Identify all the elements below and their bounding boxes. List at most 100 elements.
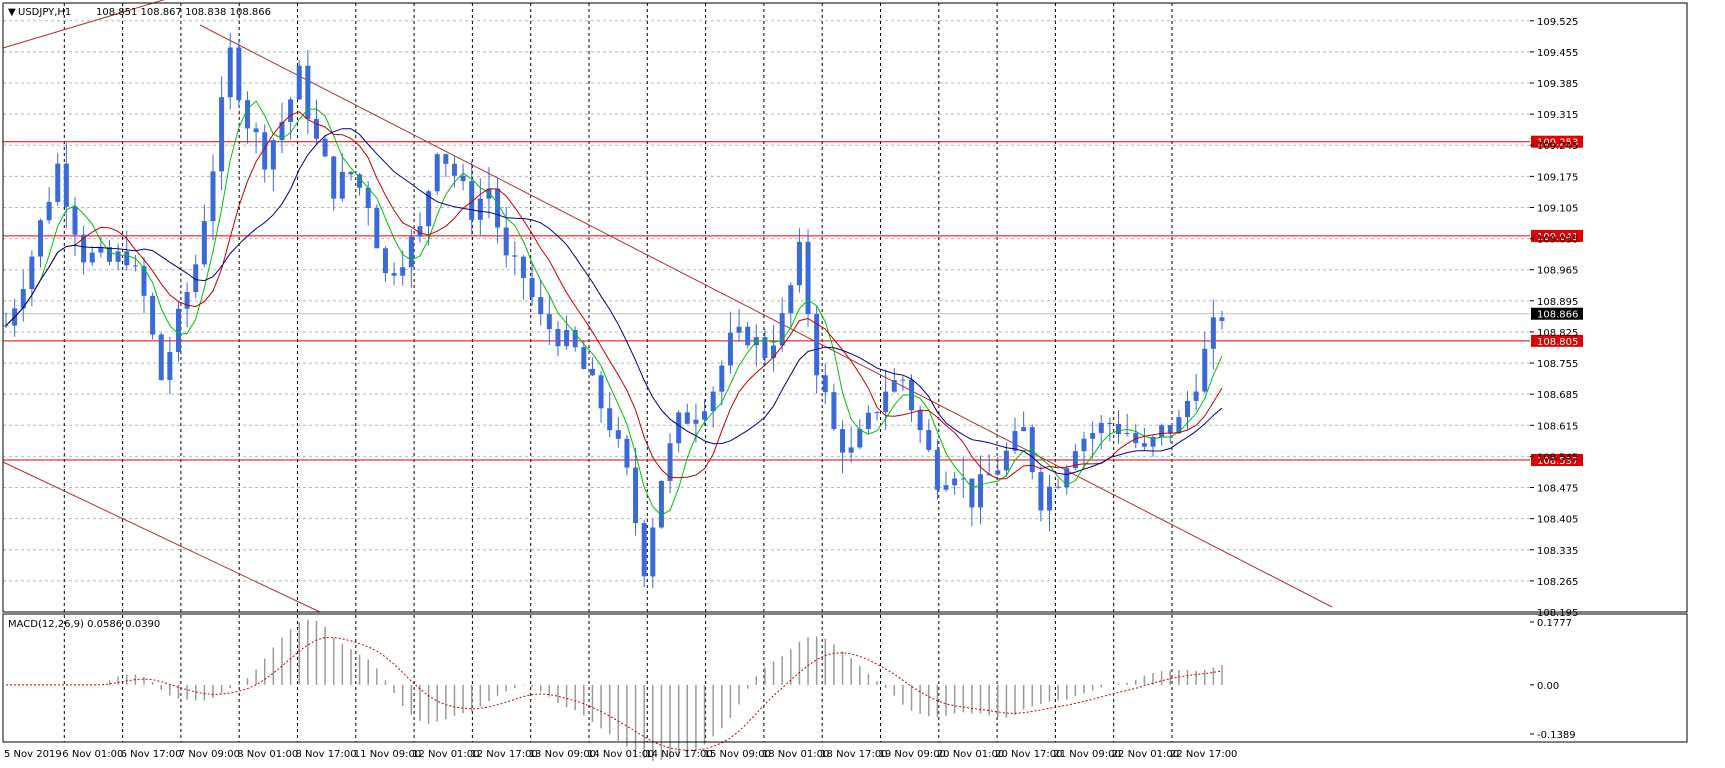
level-badge [1531, 135, 1583, 148]
candle-body [1176, 417, 1182, 434]
candle-body [581, 347, 587, 369]
candle-body [1012, 431, 1018, 451]
candle-body [1202, 348, 1208, 392]
price-tick-label: 108.335 [1537, 546, 1578, 557]
candle-body [72, 206, 78, 235]
macd-label: MACD(12,26,9) 0.0586 0.0390 [8, 619, 160, 630]
candle-body [244, 100, 250, 129]
candle-body [736, 326, 742, 333]
price-tick-label: 108.405 [1537, 515, 1578, 526]
time-label: 18 Nov 17:00 [820, 749, 887, 760]
candle-body [564, 329, 570, 347]
candle-body [357, 174, 363, 188]
candle-body [814, 314, 820, 376]
candle-body [1107, 422, 1113, 425]
time-label: 21 Nov 09:00 [1053, 749, 1120, 760]
ohlc-readout: 108.851 108.867 108.838 108.866 [96, 7, 271, 18]
price-candles [3, 33, 1225, 588]
time-label: 7 Nov 09:00 [179, 749, 240, 760]
candle-body [1055, 486, 1061, 488]
candle-body [900, 379, 906, 381]
trend-lines[interactable] [2, 0, 1333, 613]
level-label: 109.041 [1537, 232, 1578, 243]
candle-body [391, 273, 397, 276]
price-tick-label: 108.685 [1537, 390, 1578, 401]
macd-tick-label: 0.1777 [1537, 618, 1572, 629]
candle-body [374, 208, 380, 249]
macd-tick-label: -0.1389 [1537, 730, 1576, 741]
price-tick-label: 109.245 [1537, 141, 1578, 152]
candle-body [857, 428, 863, 448]
time-label: 11 Nov 09:00 [354, 749, 421, 760]
candle-body [1210, 317, 1216, 349]
candle-body [572, 329, 578, 348]
time-label: 14 Nov 17:00 [645, 749, 712, 760]
candle-body [426, 191, 432, 227]
candle-body [89, 252, 95, 263]
level-label: 109.253 [1537, 138, 1578, 149]
price-tick-label: 109.455 [1537, 48, 1578, 59]
collapse-arrow-icon[interactable]: ▼ [8, 7, 16, 18]
candle-body [529, 277, 535, 298]
price-tick-label: 108.615 [1537, 421, 1578, 432]
candle-body [219, 97, 225, 172]
ma-mid-line [5, 111, 1223, 480]
trend-line-upper-left[interactable] [2, 0, 230, 49]
candle-body [210, 171, 216, 222]
candle-body [495, 188, 501, 228]
candle-body [624, 438, 630, 468]
candle-body [460, 175, 466, 182]
candle-body [115, 251, 121, 262]
candle-body [822, 375, 828, 393]
current-price-label: 108.866 [1537, 310, 1578, 321]
price-tick-label: 108.825 [1537, 328, 1578, 339]
candle-body [382, 248, 388, 274]
candle-body [365, 187, 371, 209]
candle-body [891, 380, 897, 392]
candle-body [883, 391, 889, 413]
candle-body [693, 419, 699, 424]
price-tick-label: 108.475 [1537, 484, 1578, 495]
candle-body [1003, 450, 1009, 471]
time-label: 20 Nov 17:00 [995, 749, 1062, 760]
trend-line-lower[interactable] [2, 461, 321, 613]
candle-body [865, 412, 871, 429]
time-label: 8 Nov 01:00 [237, 749, 298, 760]
time-label: 22 Nov 01:00 [1112, 749, 1179, 760]
candle-body [106, 247, 112, 262]
candle-body [1167, 425, 1173, 434]
candle-body [20, 289, 26, 309]
trend-line-main[interactable] [199, 24, 1333, 608]
candle-body [710, 391, 716, 412]
candle-body [486, 188, 492, 199]
axes: 109.525 109.455 109.385 109.315 109.245 109.1… [4, 17, 1578, 760]
candle-body [3, 325, 9, 327]
candle-body [227, 47, 233, 98]
candle-body [779, 313, 785, 346]
candle-body [253, 128, 259, 133]
level-label: 108.537 [1537, 456, 1578, 467]
price-tick-label: 109.525 [1537, 17, 1578, 28]
candle-body [296, 65, 302, 100]
candle-body [1159, 425, 1165, 437]
candle-body [81, 234, 87, 263]
time-label: 20 Nov 01:00 [937, 749, 1004, 760]
candle-body [434, 154, 440, 192]
candle-body [270, 140, 276, 170]
candle-body [978, 474, 984, 508]
candle-body [650, 527, 656, 577]
macd-histogram [6, 619, 1223, 761]
time-label: 6 Nov 17:00 [121, 749, 182, 760]
level-badge [1531, 453, 1583, 466]
symbol-label: USDJPY,H1 [18, 7, 71, 18]
candle-body [236, 47, 242, 101]
candle-body [158, 334, 164, 380]
candle-body [37, 220, 43, 257]
candle-body [141, 266, 147, 296]
candle-body [641, 523, 647, 577]
candle-body [520, 256, 526, 278]
candle-body [408, 236, 414, 268]
price-tick-label: 108.265 [1537, 577, 1578, 588]
